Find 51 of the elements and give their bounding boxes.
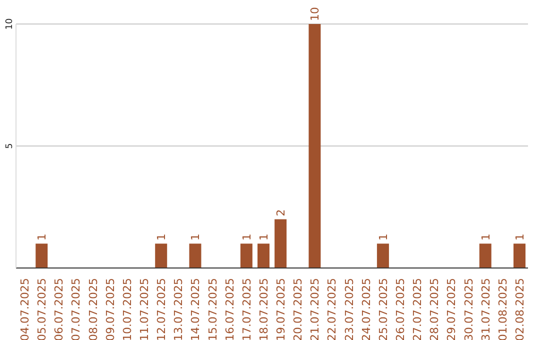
data-label: 10 [308, 7, 322, 21]
x-tick-label: 31.07.2025 [479, 278, 492, 340]
data-label: 1 [257, 234, 270, 241]
data-label: 2 [274, 209, 288, 216]
data-label: 1 [479, 234, 492, 241]
data-label: 1 [155, 234, 168, 241]
x-tick-label: 10.07.2025 [120, 278, 134, 340]
bar [513, 244, 526, 268]
x-tick-label: 04.07.2025 [18, 278, 32, 340]
bar [376, 244, 389, 268]
x-tick-label: 26.07.2025 [394, 278, 407, 340]
y-tick-label: 5 [5, 143, 15, 149]
x-tick-label: 08.07.2025 [86, 278, 100, 340]
data-label: 1 [189, 234, 202, 241]
bar [189, 244, 202, 268]
x-tick-label: 09.07.2025 [104, 278, 117, 340]
bar [308, 24, 321, 268]
x-tick-label: 11.07.2025 [138, 278, 151, 340]
x-tick-label: 21.07.2025 [308, 278, 322, 340]
x-tick-label: 15.07.2025 [206, 278, 220, 340]
x-tick-label: 06.07.2025 [52, 278, 66, 340]
data-label: 1 [376, 234, 390, 241]
data-label: 1 [240, 234, 254, 241]
x-tick-label: 17.07.2025 [240, 278, 254, 340]
x-tick-label: 28.07.2025 [428, 278, 442, 340]
data-label: 1 [36, 234, 49, 241]
x-tick-label: 19.07.2025 [274, 278, 288, 340]
x-tick-label: 29.07.2025 [445, 278, 458, 340]
x-tick-label: 18.07.2025 [257, 278, 270, 340]
x-tick-label: 30.07.2025 [462, 278, 476, 340]
x-tick-label: 20.07.2025 [292, 278, 305, 340]
x-tick-label: 05.07.2025 [36, 278, 49, 340]
x-tick-label: 13.07.2025 [172, 278, 186, 340]
x-tick-label: 27.07.2025 [411, 278, 424, 340]
bar [479, 244, 492, 268]
bar [274, 219, 287, 268]
bar [36, 244, 48, 268]
bar [240, 244, 252, 268]
bar [155, 244, 168, 268]
x-tick-label: 23.07.2025 [342, 278, 356, 340]
x-tick-label: 22.07.2025 [326, 278, 339, 340]
data-label: 1 [513, 234, 526, 241]
x-tick-label: 24.07.2025 [360, 278, 373, 340]
x-tick-label: 16.07.2025 [223, 278, 236, 340]
x-tick-label: 07.07.2025 [70, 278, 83, 340]
x-tick-label: 14.07.2025 [189, 278, 202, 340]
x-tick-label: 01.08.2025 [496, 278, 510, 340]
x-tick-label: 02.08.2025 [513, 278, 526, 340]
x-tick-label: 12.07.2025 [155, 278, 168, 340]
bar [257, 244, 270, 268]
x-tick-label: 25.07.2025 [376, 278, 390, 340]
